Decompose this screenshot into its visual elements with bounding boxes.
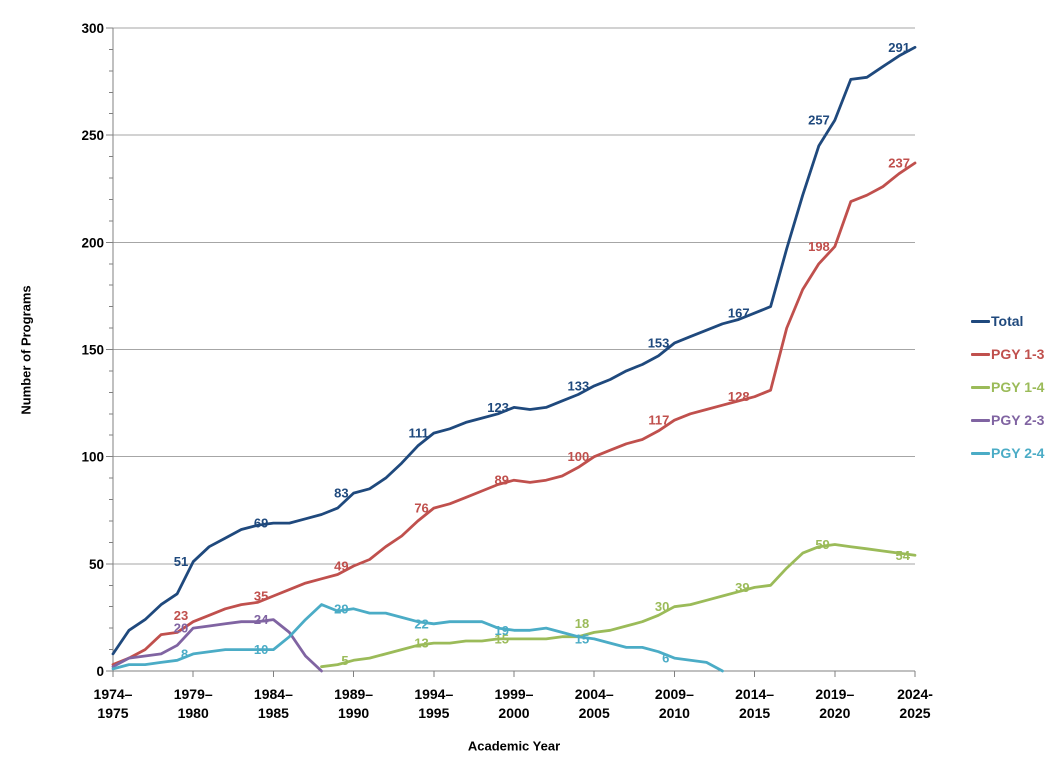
y-tick-label: 200: [81, 235, 104, 250]
series-line-pgy-1-4: [320, 543, 917, 669]
series-line-pgy-2-4: [111, 603, 724, 673]
point-label: 117: [648, 413, 669, 428]
x-tick-label: 1994– 1995: [414, 686, 453, 721]
x-tick-label: 1974– 1975: [94, 686, 133, 721]
x-tick-label: 2019– 2020: [815, 686, 854, 721]
x-tick-label: 2024-2025: [897, 686, 933, 721]
point-label: 89: [495, 473, 509, 488]
legend-label: PGY 1-3: [991, 346, 1045, 362]
point-label: 83: [334, 486, 348, 501]
point-label: 49: [334, 558, 348, 573]
point-label: 237: [888, 156, 910, 171]
y-axis-title: Number of Programs: [18, 285, 34, 415]
point-label: 22: [414, 616, 428, 631]
point-label: 59: [815, 537, 829, 552]
legend-label: Total: [991, 313, 1024, 329]
point-label: 23: [174, 608, 188, 623]
point-label: 24: [254, 612, 269, 627]
x-tick-label: 2014– 2015: [735, 686, 774, 721]
y-tick-label: 300: [81, 21, 104, 36]
point-label: 15: [495, 631, 509, 646]
x-tick-label: 1999– 2000: [495, 686, 534, 721]
point-label: 18: [575, 616, 589, 631]
x-axis-title: Academic Year: [467, 738, 561, 754]
point-label: 13: [414, 636, 428, 651]
point-label: 153: [648, 336, 670, 351]
point-label: 128: [728, 389, 750, 404]
point-label: 29: [334, 601, 348, 616]
point-label: 8: [181, 646, 188, 661]
point-label: 15: [575, 631, 589, 646]
x-tick-label: 1979– 1980: [174, 686, 213, 721]
x-tick-label: 1989– 1990: [334, 686, 373, 721]
legend-label: PGY 1-4: [991, 379, 1045, 395]
legend-marker: [971, 319, 990, 323]
point-label: 198: [808, 239, 830, 254]
point-label: 76: [414, 501, 428, 516]
legend-item-pgy-1-4: PGY 1-4: [971, 377, 1044, 397]
legend-item-total: Total: [971, 311, 1044, 331]
point-label: 69: [254, 516, 268, 531]
legend-marker: [971, 418, 990, 422]
series-line-pgy-1-3: [111, 161, 917, 666]
point-label: 10: [254, 642, 268, 657]
point-label: 35: [254, 588, 268, 603]
point-label: 30: [655, 599, 669, 614]
point-label: 5: [341, 653, 348, 668]
point-label: 54: [896, 548, 911, 563]
point-label: 111: [409, 426, 429, 441]
series-line-total: [111, 45, 917, 656]
point-label: 20: [174, 621, 188, 636]
point-label: 19: [495, 623, 509, 638]
legend-label: PGY 2-4: [991, 445, 1045, 461]
point-label: 123: [487, 400, 509, 415]
legend-item-pgy-2-3: PGY 2-3: [971, 410, 1044, 430]
legend-marker: [971, 451, 990, 455]
point-label: 100: [567, 449, 589, 464]
point-label: 6: [662, 651, 669, 666]
series-line-pgy-2-3: [111, 618, 323, 673]
legend: Total PGY 1-3 PGY 1-4 PGY 2-3 PGY 2-4: [971, 311, 1044, 463]
point-label: 257: [808, 113, 830, 128]
y-tick-label: 100: [81, 450, 104, 465]
y-tick-label: 150: [81, 343, 104, 358]
legend-label: PGY 2-3: [991, 412, 1045, 428]
x-tick-label: 2004– 2005: [575, 686, 614, 721]
legend-marker: [971, 385, 990, 389]
point-label: 39: [735, 580, 749, 595]
x-tick-label: 1984– 1985: [254, 686, 293, 721]
legend-item-pgy-2-4: PGY 2-4: [971, 443, 1044, 463]
point-label: 133: [567, 378, 589, 393]
legend-item-pgy-1-3: PGY 1-3: [971, 344, 1044, 364]
y-tick-label: 50: [89, 557, 104, 572]
y-tick-label: 250: [81, 128, 104, 143]
x-tick-label: 2009– 2010: [655, 686, 694, 721]
point-label: 291: [888, 40, 910, 55]
legend-marker: [971, 352, 990, 356]
point-label: 167: [728, 306, 750, 321]
point-label: 51: [174, 554, 188, 569]
y-tick-label: 0: [96, 664, 104, 679]
